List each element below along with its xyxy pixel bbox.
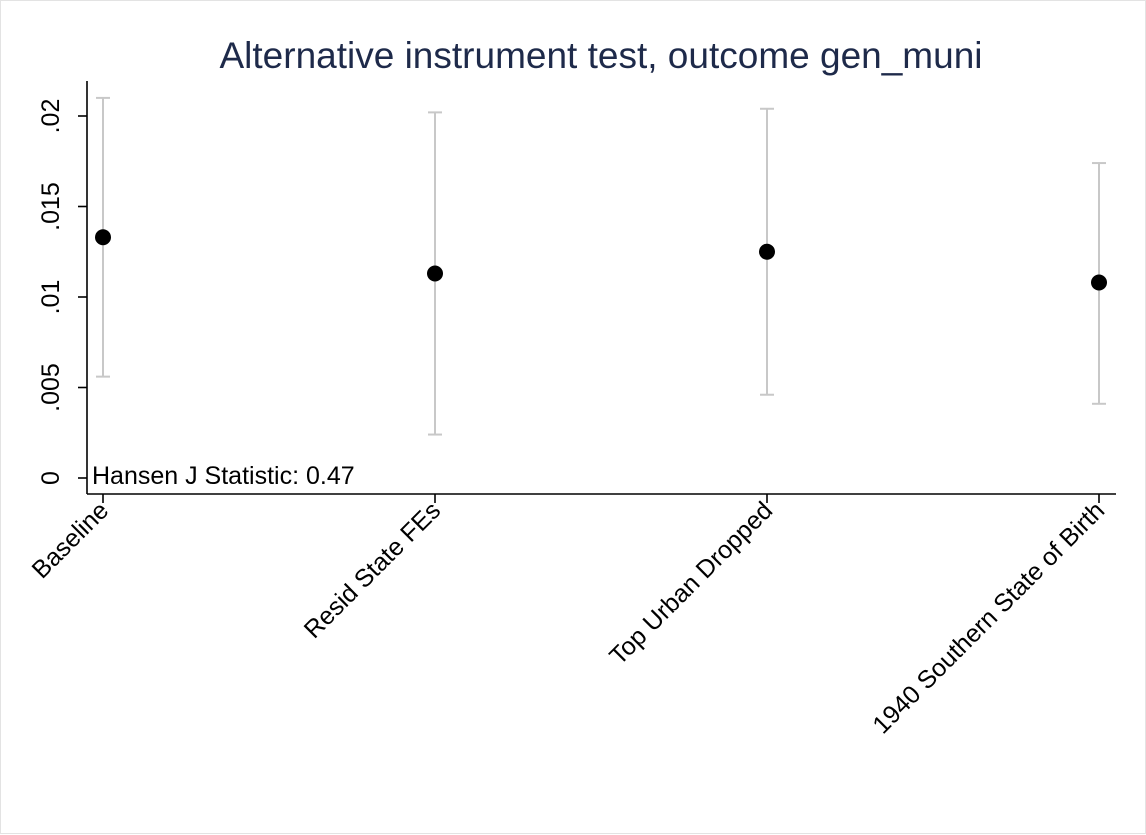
- point-estimate: [95, 229, 111, 246]
- hansen-j-annotation: Hansen J Statistic: 0.47: [92, 462, 355, 490]
- confidence-intervals: [96, 96, 1106, 436]
- point-estimate: [1091, 274, 1107, 291]
- y-axis-ticks: 0 .005 .01 .015 .02: [37, 99, 87, 485]
- chart-title: Alternative instrument test, outcome gen…: [220, 35, 983, 76]
- point-estimate: [427, 265, 443, 282]
- x-tick-label: Top Urban Dropped: [604, 496, 778, 670]
- x-tick-label: 1940 Southern State of Birth: [867, 496, 1110, 739]
- point-estimates: [95, 229, 1107, 291]
- x-tick-label: Baseline: [27, 496, 115, 584]
- y-tick-label: 0: [37, 471, 65, 485]
- y-tick-label: .005: [37, 363, 65, 412]
- y-tick-label: .01: [37, 280, 65, 315]
- x-tick-label: Resid State FEs: [299, 496, 447, 644]
- x-axis-ticks: Baseline Resid State FEs Top Urban Dropped…: [27, 494, 1110, 739]
- y-tick-label: .015: [37, 182, 65, 231]
- y-tick-label: .02: [37, 99, 65, 134]
- point-estimate: [759, 243, 775, 260]
